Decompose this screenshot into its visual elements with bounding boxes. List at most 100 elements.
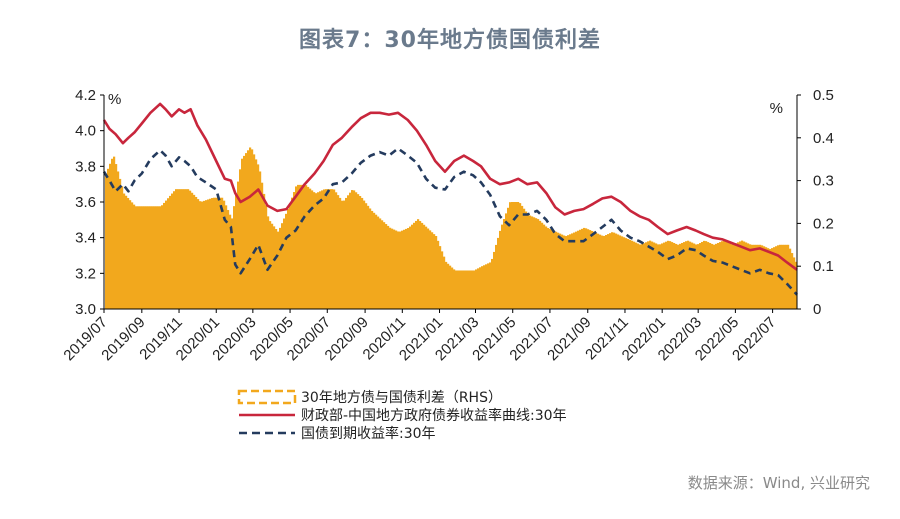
- spread-bar: [189, 190, 192, 309]
- spread-bar: [367, 205, 370, 309]
- spread-bar: [477, 268, 480, 309]
- left-tick-label: 3.8: [75, 158, 96, 175]
- spread-bar: [249, 147, 252, 309]
- spread-bar: [545, 226, 548, 309]
- spread-bar: [691, 242, 694, 309]
- spread-bar: [513, 202, 516, 309]
- spread-bar: [241, 158, 244, 309]
- spread-bar: [365, 203, 368, 309]
- spread-bar: [715, 243, 718, 309]
- spread-bar: [527, 214, 530, 309]
- spread-bar: [311, 190, 314, 309]
- spread-bar: [721, 241, 724, 309]
- spread-bar: [289, 203, 292, 309]
- spread-bar: [743, 241, 746, 309]
- spread-bar: [561, 234, 564, 309]
- spread-bar: [387, 225, 390, 309]
- spread-bar: [373, 212, 376, 309]
- spread-bar: [335, 192, 338, 309]
- spread-bar: [291, 197, 294, 309]
- spread-bar: [403, 229, 406, 309]
- spread-bar: [471, 270, 474, 309]
- spread-bar: [759, 244, 762, 309]
- spread-bar: [433, 234, 436, 309]
- spread-bar: [185, 189, 188, 309]
- spread-bar: [541, 222, 544, 309]
- spread-bar: [211, 198, 214, 309]
- spread-bar: [531, 216, 534, 309]
- spread-bar: [267, 216, 270, 309]
- spread-bar: [465, 270, 468, 309]
- spread-bar: [417, 219, 420, 309]
- spread-bar: [121, 186, 124, 309]
- spread-bar: [279, 227, 282, 309]
- spread-bar: [549, 228, 552, 309]
- spread-bar: [603, 235, 606, 309]
- spread-bar: [353, 190, 356, 309]
- spread-bar: [123, 193, 126, 309]
- spread-bar: [571, 233, 574, 309]
- spread-bar: [653, 242, 656, 309]
- spread-bars: [105, 147, 798, 309]
- spread-bar: [195, 196, 198, 309]
- spread-bar: [143, 206, 146, 309]
- spread-bar: [661, 243, 664, 309]
- spread-bar: [613, 232, 616, 309]
- spread-bar: [501, 224, 504, 309]
- spread-bar: [391, 228, 394, 309]
- spread-bar: [263, 193, 266, 309]
- spread-bar: [783, 244, 786, 309]
- spread-bar: [251, 149, 254, 309]
- spread-bar: [525, 211, 528, 309]
- spread-bar: [321, 190, 324, 309]
- spread-bar: [187, 189, 190, 309]
- spread-bar: [301, 184, 304, 309]
- spread-bar: [327, 189, 330, 309]
- spread-bar: [181, 189, 184, 309]
- spread-bar: [763, 246, 766, 309]
- spread-bar: [125, 195, 128, 309]
- spread-bar: [605, 235, 608, 309]
- spread-bar: [713, 244, 716, 309]
- spread-bar: [177, 189, 180, 309]
- treasury-yield-line: [102, 147, 798, 296]
- spread-bar: [307, 186, 310, 309]
- spread-bar: [709, 243, 712, 309]
- spread-bar: [761, 245, 764, 309]
- left-axis-unit: %: [108, 91, 121, 108]
- spread-bar: [219, 197, 222, 309]
- spread-bar: [741, 240, 744, 309]
- spread-bar: [441, 251, 444, 309]
- spread-bar: [203, 200, 206, 309]
- spread-bar: [625, 238, 628, 309]
- spread-bar: [553, 230, 556, 309]
- spread-bar: [499, 230, 502, 309]
- spread-bar: [577, 230, 580, 309]
- spread-bar: [277, 231, 280, 309]
- spread-bar: [597, 233, 600, 309]
- spread-bar: [793, 257, 796, 309]
- spread-bar: [633, 241, 636, 309]
- spread-bar: [467, 270, 470, 309]
- right-tick-label: 0.5: [813, 87, 834, 104]
- spread-bar: [413, 222, 416, 309]
- spread-bar: [573, 232, 576, 309]
- spread-bar: [451, 267, 454, 309]
- spread-bar: [293, 192, 296, 309]
- spread-bar: [145, 206, 148, 309]
- spread-bar: [535, 218, 538, 309]
- spread-bar: [171, 193, 174, 309]
- spread-bar: [135, 206, 138, 309]
- spread-bar: [745, 242, 748, 309]
- spread-bar: [243, 155, 246, 309]
- spread-bar: [723, 240, 726, 309]
- spread-bar: [657, 244, 660, 309]
- spread-bar: [207, 199, 210, 309]
- spread-bar: [139, 206, 142, 309]
- spread-bar: [685, 241, 688, 309]
- spread-bar: [547, 228, 550, 309]
- spread-bar: [153, 206, 156, 309]
- spread-bar: [649, 240, 652, 309]
- spread-bar: [699, 243, 702, 309]
- legend: 30年地方债与国债利差（RHS）财政部-中国地方政府债券收益率曲线:30年国债到…: [237, 389, 567, 442]
